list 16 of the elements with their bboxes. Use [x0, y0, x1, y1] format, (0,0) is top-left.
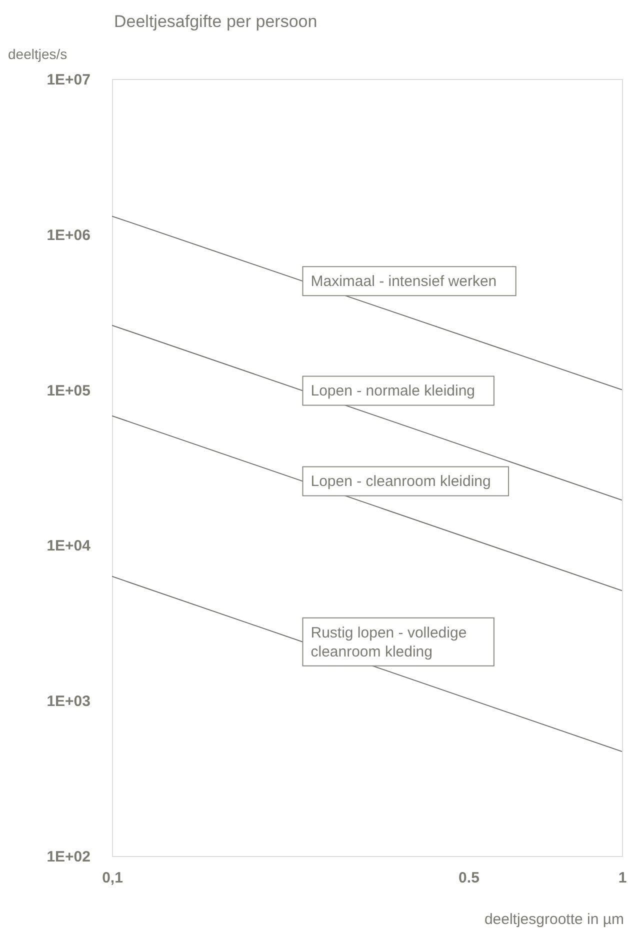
x-tick-label: 1: [618, 870, 627, 886]
series-label: Lopen - cleanroom kleiding: [310, 473, 491, 490]
y-tick-label: 1E+07: [46, 72, 90, 88]
x-tick-label: 0.5: [458, 870, 480, 886]
y-tick-label: 1E+02: [46, 848, 90, 866]
series-label: Rustig lopen - volledige cleanroom kleding: [310, 624, 467, 660]
y-axis-title: deeltjes/s: [8, 46, 68, 62]
y-tick-label: 1E+06: [46, 226, 90, 244]
y-tick-label: 1E+03: [46, 693, 90, 710]
x-axis-title: deeltjesgrootte in µm: [484, 911, 624, 928]
y-tick-label: 1E+04: [46, 538, 92, 555]
series-label: Lopen - normale kleiding: [310, 382, 476, 400]
x-tick-label: 0,1: [102, 870, 123, 886]
y-tick-label: 1E+05: [46, 382, 90, 400]
chart-title: Deeltjesafgifte per persoon: [114, 12, 318, 31]
series-label: Maximaal - intensief werken: [310, 273, 497, 290]
